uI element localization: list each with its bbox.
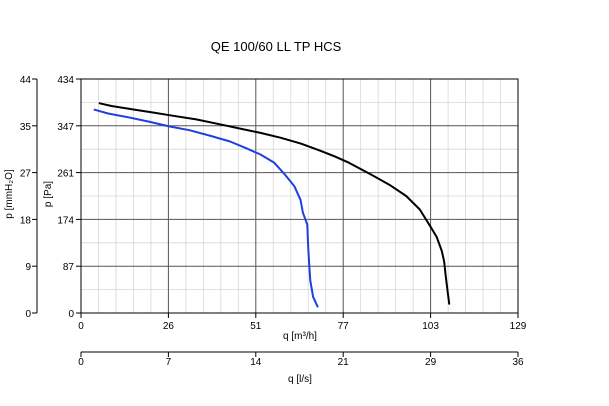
y-tick-label: 87: [63, 262, 75, 273]
y-axis-label: p [Pa]: [43, 181, 54, 207]
y-tick-label: 261: [57, 169, 74, 180]
y-tick-label: 0: [68, 309, 74, 320]
x2-tick-label: 29: [425, 357, 437, 368]
x2-tick-label: 7: [166, 357, 172, 368]
chart-title: QE 100/60 LL TP HCS: [211, 39, 342, 54]
y-axis-ticks: 0 87 174 261 347 434: [57, 75, 81, 320]
x-tick-label: 0: [78, 321, 84, 332]
secondary-y-axis-label: p [mmH₂O]: [4, 169, 15, 219]
y-tick-label: 347: [57, 122, 74, 133]
series-line-2: [93, 108, 319, 308]
x-tick-label: 103: [422, 321, 439, 332]
y2-tick-label: 44: [20, 75, 32, 86]
y2-tick-label: 27: [20, 169, 32, 180]
x2-tick-label: 21: [338, 357, 350, 368]
y2-tick-label: 35: [20, 122, 32, 133]
series-line-1: [98, 102, 451, 305]
x-axis-ticks: 0 26 51 77 103 129: [78, 313, 527, 332]
x2-tick-label: 0: [78, 357, 84, 368]
major-gridlines: [81, 79, 518, 313]
secondary-y-axis-ticks: 0 9 18 27 35 44: [20, 75, 37, 320]
y-tick-label: 434: [57, 75, 74, 86]
y-tick-label: 174: [57, 215, 74, 226]
series-layer: [93, 102, 451, 308]
minor-gridlines: [81, 79, 518, 313]
y2-tick-label: 0: [25, 309, 31, 320]
y2-tick-label: 18: [20, 215, 32, 226]
secondary-x-axis-ticks: 0 7 14 21 29 36: [78, 352, 524, 368]
x-tick-label: 26: [163, 321, 175, 332]
x-axis-label: q [m³/h]: [283, 331, 317, 342]
x-tick-label: 51: [250, 321, 262, 332]
x-tick-label: 129: [510, 321, 527, 332]
x2-tick-label: 14: [250, 357, 262, 368]
x2-tick-label: 36: [512, 357, 524, 368]
secondary-x-axis-label: q [l/s]: [288, 374, 312, 385]
x-tick-label: 77: [338, 321, 350, 332]
y2-tick-label: 9: [25, 262, 31, 273]
plot-frame: [80, 78, 519, 314]
